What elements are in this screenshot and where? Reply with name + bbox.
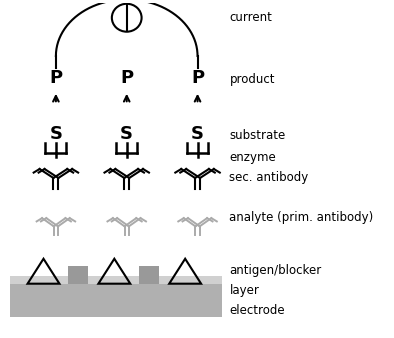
Bar <box>139 266 159 284</box>
Text: analyte (prim. antibody): analyte (prim. antibody) <box>229 211 374 224</box>
Bar <box>10 284 222 317</box>
Text: layer: layer <box>229 284 259 297</box>
Text: S: S <box>49 125 62 143</box>
Circle shape <box>112 4 141 32</box>
Text: substrate: substrate <box>229 129 286 142</box>
Text: enzyme: enzyme <box>229 151 276 164</box>
Text: S: S <box>120 125 133 143</box>
Text: electrode: electrode <box>229 304 285 317</box>
Text: P: P <box>120 69 133 87</box>
Text: P: P <box>49 69 63 87</box>
Text: S: S <box>191 125 204 143</box>
Text: sec. antibody: sec. antibody <box>229 171 309 184</box>
Bar <box>68 266 88 284</box>
Text: product: product <box>229 73 275 86</box>
Bar <box>10 276 222 284</box>
Text: P: P <box>191 69 204 87</box>
Text: current: current <box>229 11 272 24</box>
Text: antigen/blocker: antigen/blocker <box>229 264 322 277</box>
